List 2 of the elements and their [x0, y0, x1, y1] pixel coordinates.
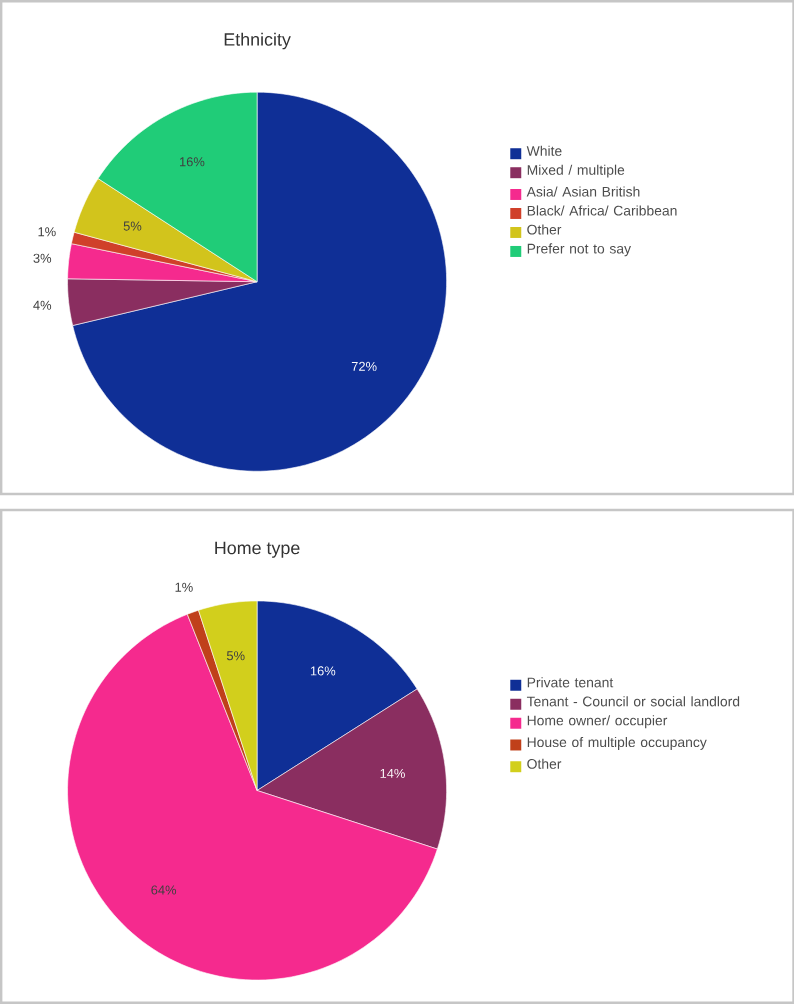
chart-title: Ethnicity — [224, 32, 291, 50]
chart-title: Home type — [214, 541, 300, 558]
